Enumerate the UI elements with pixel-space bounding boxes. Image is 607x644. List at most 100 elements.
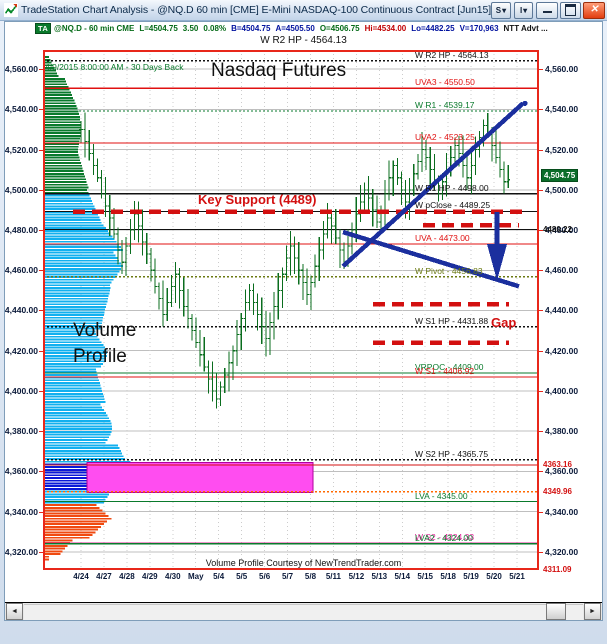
price-tick-mark (39, 270, 43, 271)
close-icon: ✕ (590, 5, 598, 15)
chart-plot-area[interactable]: W R2 HP - 4564.13 UVA3 - 4550.50 W R1 - 45… (43, 50, 539, 570)
price-tick-label: 4,540.00 (5, 104, 38, 114)
chart-level-label: W pClose - 4489.25 (415, 200, 490, 210)
price-tick-label: 4,500.00 (545, 185, 578, 195)
price-tick-mark (39, 512, 43, 513)
time-tick-label: 5/14 (394, 572, 410, 581)
chart-window: TA @NQ.D - 60 min CME L=4504.75 3.50 0.0… (4, 21, 603, 621)
price-tick-label: 4,380.00 (545, 426, 578, 436)
chart-level-label: LVA - 4345.00 (415, 491, 468, 501)
symbol-dropdown-label: S (496, 6, 501, 15)
time-tick-label: 4/28 (119, 572, 135, 581)
scrollbar-track[interactable] (24, 604, 583, 620)
price-axis-extra-label: 4363.16 (543, 460, 572, 469)
time-tick-label: 5/18 (440, 572, 456, 581)
chart-level-label: W S1 HP - 4431.88 (415, 316, 488, 326)
price-tick-mark (539, 69, 543, 70)
price-tick-mark (39, 190, 43, 191)
time-tick-label: 5/19 (463, 572, 479, 581)
price-tick-label: 4,380.00 (5, 426, 38, 436)
databar-change-pct: 0.08% (203, 24, 226, 33)
price-tick-mark (539, 471, 543, 472)
chart-level-label: UVA3 - 4550.50 (415, 77, 475, 87)
gap-annotation: Gap (491, 315, 516, 330)
chart-level-label: W S2 HP - 4365.75 (415, 449, 488, 459)
chart-level-label: W R1 HP - 4498.00 (415, 183, 489, 193)
price-tick-mark (39, 230, 43, 231)
time-tick-label: 4/30 (165, 572, 181, 581)
time-tick-label: 5/7 (282, 572, 293, 581)
databar-volume: V=170,963 (460, 24, 499, 33)
databar-high: Hi=4534.00 (365, 24, 407, 33)
scrollbar-thumb[interactable] (546, 603, 566, 620)
chart-level-label: UVA - 4473.00 (415, 233, 470, 243)
scroll-right-arrow[interactable]: ► (584, 603, 601, 620)
close-button[interactable]: ✕ (583, 2, 605, 19)
time-tick-label: 5/15 (417, 572, 433, 581)
tradestation-window: TradeStation Chart Analysis - @NQ.D 60 m… (0, 0, 607, 644)
databar-last: L=4504.75 (139, 24, 177, 33)
price-tick-mark (539, 190, 543, 191)
horizontal-scrollbar[interactable]: ◄ ► (5, 602, 602, 620)
price-tick-label: 4,400.00 (545, 386, 578, 396)
ta-badge[interactable]: TA (35, 23, 51, 34)
price-tick-mark (539, 512, 543, 513)
price-tick-label: 4,560.00 (545, 64, 578, 74)
chart-level-label: W Pivot - 4456.83 (415, 266, 483, 276)
price-tick-label: 4,320.00 (5, 547, 38, 557)
time-tick-label: 5/6 (259, 572, 270, 581)
price-tick-label: 4,540.00 (545, 104, 578, 114)
chart-level-label: W R2 HP - 4564.13 (415, 50, 489, 60)
price-tick-label: 4,460.00 (545, 265, 578, 275)
price-tick-mark (539, 150, 543, 151)
chart-footer-credit: Volume Profile Courtesy of NewTrendTrade… (5, 558, 602, 568)
tradestation-icon (4, 3, 18, 17)
price-axis-left[interactable]: 4,560.00 4,540.00 4,520.00 4,500.00 4,480.00… (5, 50, 43, 570)
price-tick-mark (39, 310, 43, 311)
chart-level-label: UVA2 - 4523.25 (415, 132, 475, 142)
price-tick-mark (539, 431, 543, 432)
time-tick-label: 5/8 (305, 572, 316, 581)
price-axis-right[interactable]: 4,560.00 4,540.00 4,520.00 4,500.00 4,480.00… (539, 50, 602, 570)
price-tick-mark (39, 109, 43, 110)
price-tick-label: 4,340.00 (5, 507, 38, 517)
time-tick-label: 4/27 (96, 572, 112, 581)
price-tick-mark (539, 310, 543, 311)
time-tick-label: 5/13 (372, 572, 388, 581)
price-tick-mark (39, 351, 43, 352)
minimize-button[interactable] (536, 2, 558, 19)
price-tick-label: 4,360.00 (5, 466, 38, 476)
minimize-icon (543, 8, 552, 13)
time-tick-label: 5/5 (236, 572, 247, 581)
time-axis[interactable]: 4/24 4/27 4/28 4/29 4/30 May 5/4 5/5 5/6 5/7 5/8 5/… (43, 570, 539, 590)
price-tick-label: 4,400.00 (5, 386, 38, 396)
databar-change: 3.50 (183, 24, 199, 33)
databar-open: O=4506.75 (320, 24, 360, 33)
volume-profile-label: Volume (73, 320, 136, 342)
chart-level-label: W R1 - 4539.17 (415, 100, 475, 110)
time-tick-label: 5/12 (349, 572, 365, 581)
price-tick-mark (39, 391, 43, 392)
interval-dropdown-button[interactable]: I ▾ (514, 2, 534, 19)
price-tick-label: 4,420.00 (545, 346, 578, 356)
price-tick-label: 4,420.00 (5, 346, 38, 356)
time-tick-label: 5/4 (213, 572, 224, 581)
price-tick-label: 4,560.00 (5, 64, 38, 74)
price-tick-mark (39, 471, 43, 472)
current-price-marker: 4,504.75 (541, 169, 578, 182)
time-tick-label: 5/21 (509, 572, 525, 581)
price-tick-mark (539, 270, 543, 271)
price-tick-label: 4,500.00 (5, 185, 38, 195)
chart-level-label: W S1 - 4406.92 (415, 366, 474, 376)
price-tick-label: 4,440.00 (545, 305, 578, 315)
symbol-dropdown-button[interactable]: S ▾ (491, 2, 511, 19)
databar-bid: B=4504.75 (231, 24, 270, 33)
scroll-left-arrow[interactable]: ◄ (6, 603, 23, 620)
price-tick-mark (39, 552, 43, 553)
time-tick-label: 4/29 (142, 572, 158, 581)
maximize-button[interactable] (560, 2, 582, 19)
time-tick-label: 5/20 (486, 572, 502, 581)
quote-data-bar: TA @NQ.D - 60 min CME L=4504.75 3.50 0.0… (5, 22, 602, 35)
interval-dropdown-label: I (520, 6, 522, 15)
key-support-annotation: Key Support (4489) (198, 192, 316, 207)
